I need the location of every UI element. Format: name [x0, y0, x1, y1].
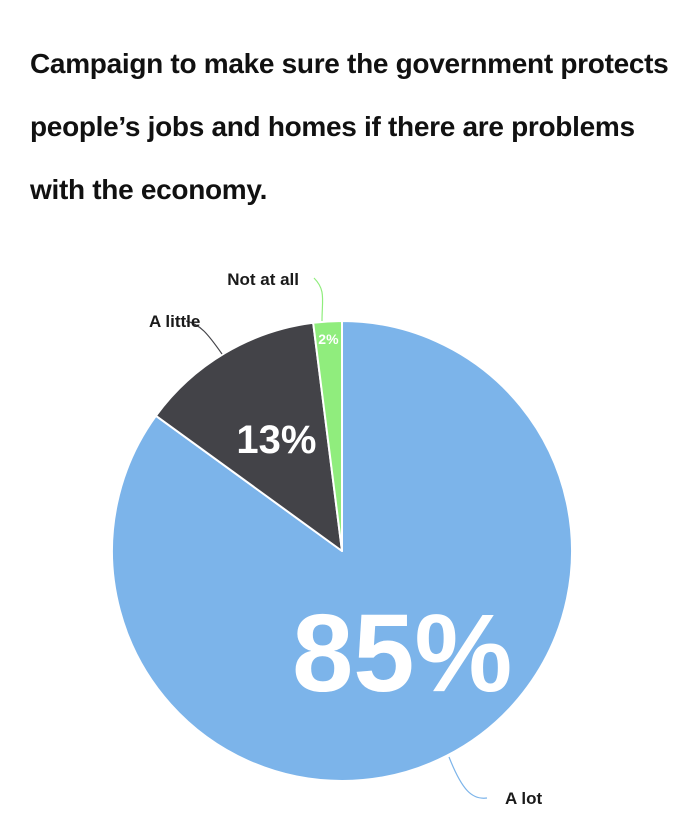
category-label-a-little: A little	[149, 312, 200, 331]
connector-a-little	[185, 320, 223, 355]
slice-labels: 85% A lot 13% A little 2% Not at all	[149, 270, 542, 808]
value-label-a-lot: 85%	[292, 592, 512, 715]
connector-not-at-all	[313, 277, 324, 322]
value-label-not-at-all: 2%	[318, 331, 339, 347]
value-label-a-little: 13%	[236, 418, 316, 462]
label-connectors	[185, 277, 488, 799]
category-label-not-at-all: Not at all	[227, 270, 299, 289]
pie-slices	[111, 320, 573, 782]
pie-slice-a-little	[154, 321, 343, 552]
chart-title: Campaign to make sure the government pro…	[30, 48, 669, 205]
category-label-a-lot: A lot	[505, 789, 542, 808]
connector-a-lot	[448, 756, 488, 799]
pie-slice-not-at-all	[312, 320, 343, 552]
